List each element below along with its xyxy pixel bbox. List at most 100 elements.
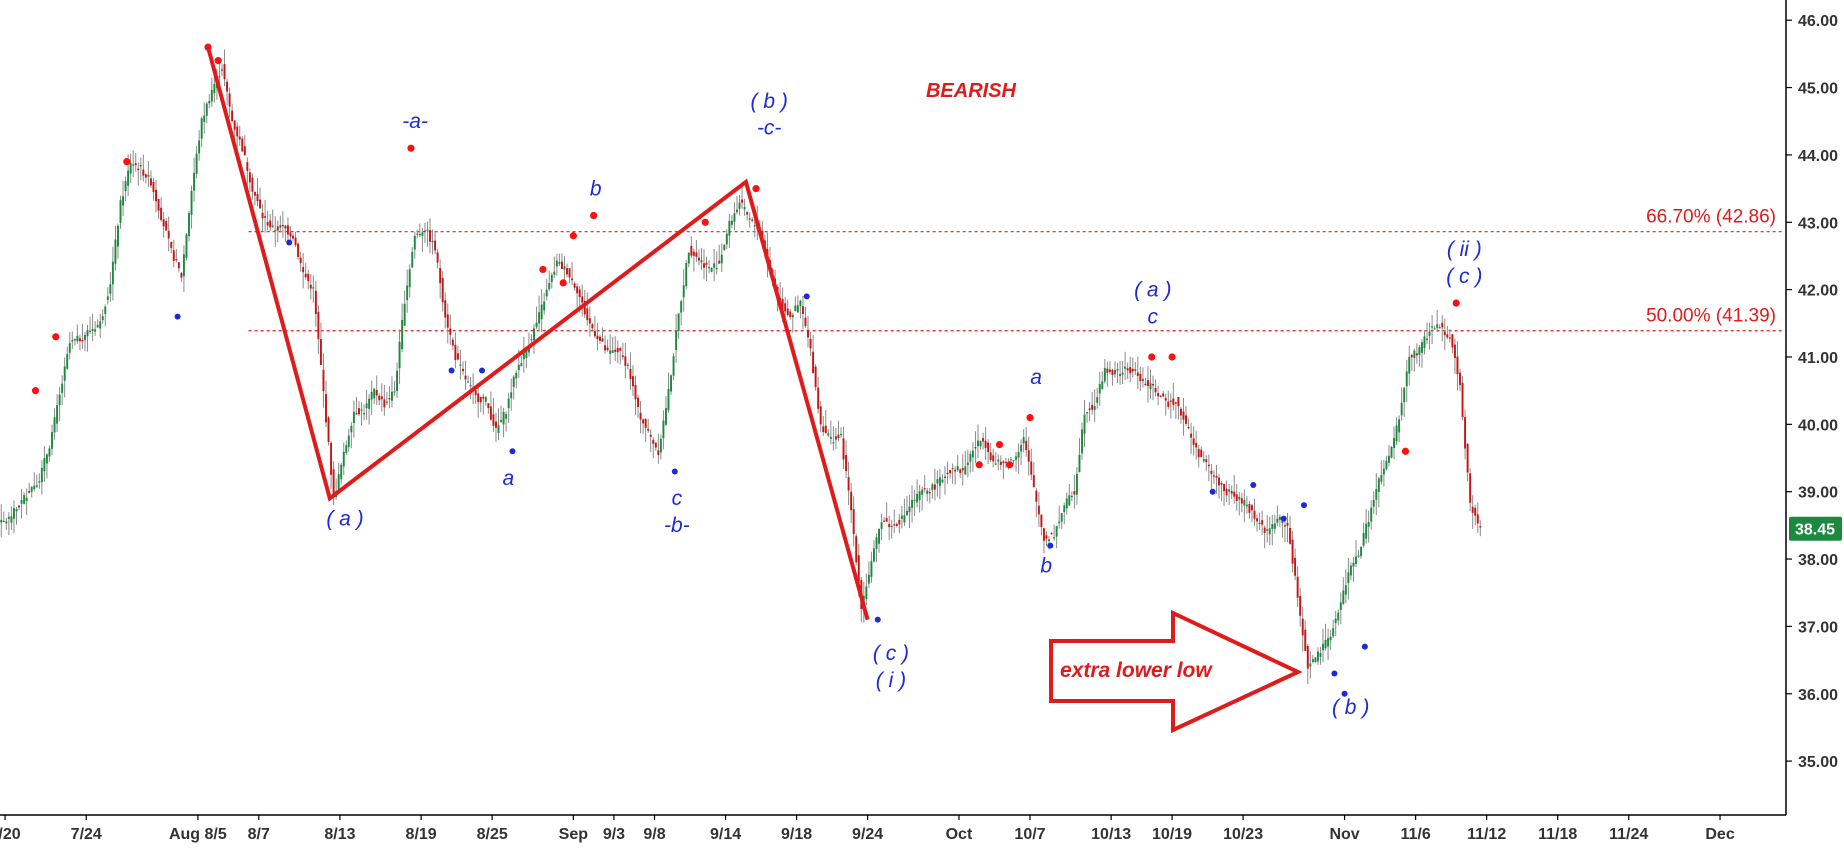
candle-up xyxy=(535,322,538,328)
candle-down xyxy=(642,419,645,424)
candle-up xyxy=(682,285,685,298)
candle-down xyxy=(1195,443,1198,448)
candle-up xyxy=(708,267,711,269)
candle-up xyxy=(1119,374,1122,377)
candle-up xyxy=(736,209,738,213)
candle-up xyxy=(363,413,366,415)
candle-up xyxy=(1367,521,1370,527)
candle-down xyxy=(446,314,449,328)
candle-up xyxy=(670,375,672,392)
candle-down xyxy=(817,387,820,409)
candle-up xyxy=(1078,454,1081,473)
candle-down xyxy=(657,450,660,456)
candle-down xyxy=(236,126,239,137)
candle-down xyxy=(144,174,147,178)
candle-down xyxy=(809,338,812,349)
candle-up xyxy=(677,313,680,332)
candle-up xyxy=(203,115,206,122)
candle-up xyxy=(966,462,969,466)
candle-down xyxy=(1448,337,1451,339)
candle-up xyxy=(1060,513,1063,522)
candle-down xyxy=(578,289,581,298)
candle-down xyxy=(649,434,652,437)
candle-up xyxy=(124,181,127,192)
candle-up xyxy=(926,490,929,495)
candle-down xyxy=(746,212,749,215)
candle-down xyxy=(1301,618,1304,636)
candle-up xyxy=(687,252,690,264)
candle-down xyxy=(165,221,168,231)
candle-up xyxy=(611,350,614,353)
candle-up xyxy=(911,499,913,508)
candle-down xyxy=(1235,494,1238,501)
candle-up xyxy=(720,254,723,264)
candle-up xyxy=(1380,474,1383,482)
candle-up xyxy=(672,356,675,376)
candle-up xyxy=(398,341,401,369)
candle-down xyxy=(847,477,850,491)
candle-down xyxy=(358,408,360,415)
candle-down xyxy=(992,455,995,462)
candle-up xyxy=(878,528,881,544)
wave-label: ( b ) xyxy=(751,90,788,113)
wave-labels: ( a ) -a-a b c -b- ( b ) -c- ( c ) ( i ) a b ( a ) c… xyxy=(326,90,1482,719)
high-pivot-marker xyxy=(1006,461,1014,469)
fib-labels: 66.70% (42.86) 50.00% (41.39) xyxy=(1646,207,1776,327)
candle-down xyxy=(1027,450,1030,462)
candle-down xyxy=(959,469,962,473)
candle-up xyxy=(1093,406,1096,410)
candle-down xyxy=(1294,557,1297,576)
candle-up xyxy=(1086,412,1089,414)
candle-up xyxy=(1121,372,1124,375)
candle-down xyxy=(423,230,426,232)
candle-down xyxy=(573,283,576,288)
wave-label: ( b ) xyxy=(1332,696,1369,719)
low-pivot-marker xyxy=(1361,643,1368,650)
candle-up xyxy=(553,271,556,275)
candle-up xyxy=(512,376,515,387)
candle-up xyxy=(401,319,404,350)
candle-down xyxy=(1042,528,1045,541)
high-pivot-marker xyxy=(1401,447,1410,455)
candle-up xyxy=(1337,612,1340,621)
candle-up xyxy=(1372,499,1375,507)
candle-up xyxy=(43,458,46,472)
candle-down xyxy=(576,286,579,294)
high-pivot-marker xyxy=(1026,414,1034,422)
candle-up xyxy=(193,172,196,191)
candle-up xyxy=(385,401,388,403)
candle-down xyxy=(1088,408,1091,410)
candle-up xyxy=(1365,523,1368,539)
candle-up xyxy=(796,305,799,313)
candle-down xyxy=(1410,355,1413,358)
candle-down xyxy=(1190,433,1193,438)
candle-up xyxy=(271,225,274,228)
y-tick-label: 36.00 xyxy=(1798,687,1838,704)
candle-up xyxy=(1098,384,1101,394)
candle-up xyxy=(205,103,208,116)
candle-down xyxy=(842,438,845,460)
candle-down xyxy=(639,412,642,420)
candle-down xyxy=(837,434,840,439)
candle-up xyxy=(533,328,535,341)
candle-up xyxy=(713,263,716,268)
candle-up xyxy=(1426,338,1428,341)
candle-up xyxy=(1431,326,1434,328)
candle-down xyxy=(223,64,226,80)
candle-up xyxy=(51,431,53,449)
candle-up xyxy=(545,289,548,297)
candle-down xyxy=(1233,491,1236,497)
candle-down xyxy=(895,523,898,526)
candle-up xyxy=(1324,639,1327,649)
candle-up xyxy=(45,454,48,464)
wave-label: a xyxy=(1030,366,1042,389)
candle-up xyxy=(1053,537,1056,539)
candle-up xyxy=(96,324,99,328)
x-tick-label: 11/12 xyxy=(1467,826,1506,843)
candle-down xyxy=(73,339,76,341)
candle-up xyxy=(738,202,741,209)
candle-down xyxy=(297,243,300,258)
candle-down xyxy=(302,267,305,273)
candle-down xyxy=(1131,368,1134,372)
candle-down xyxy=(629,368,632,379)
